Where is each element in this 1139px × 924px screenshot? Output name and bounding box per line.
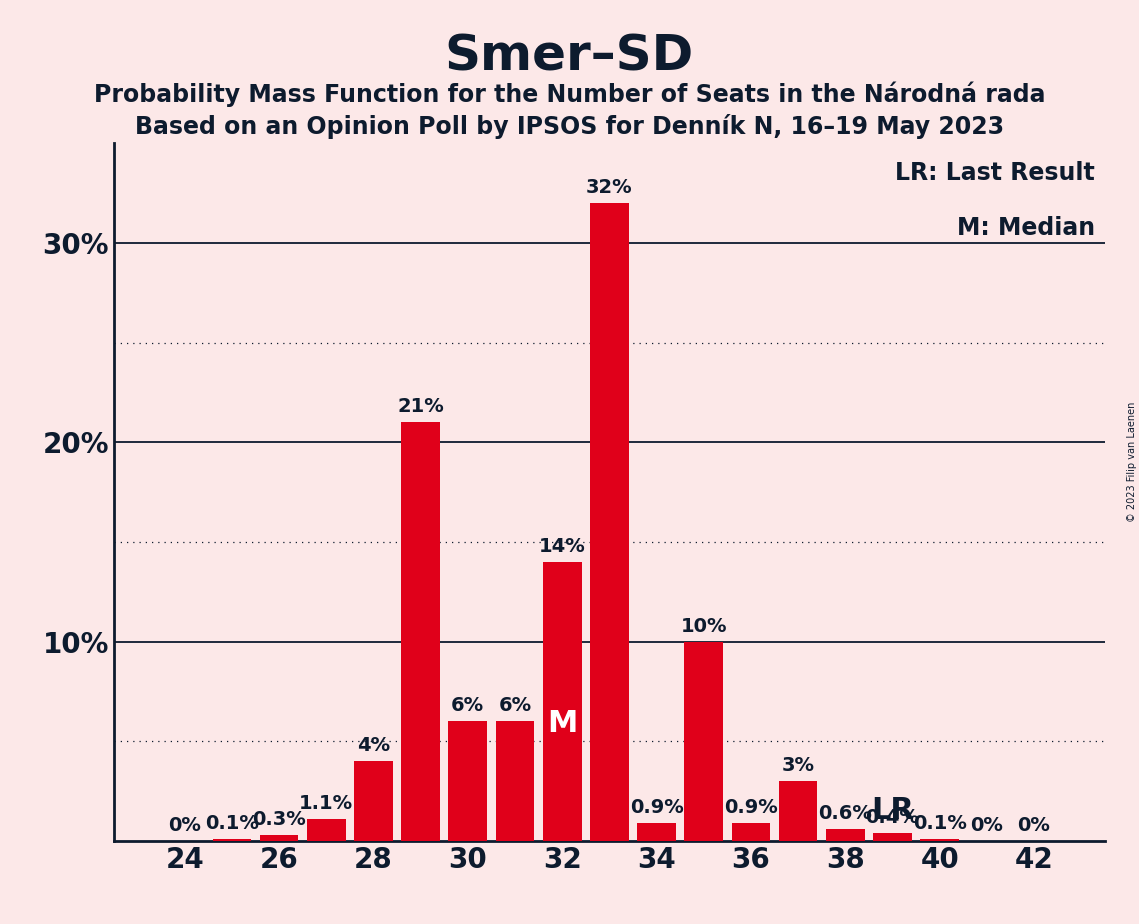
Text: 10%: 10% xyxy=(680,616,727,636)
Text: 0.6%: 0.6% xyxy=(818,804,872,823)
Text: 4%: 4% xyxy=(357,736,390,755)
Text: Smer–SD: Smer–SD xyxy=(445,32,694,80)
Text: 1.1%: 1.1% xyxy=(300,794,353,813)
Text: 0.3%: 0.3% xyxy=(252,809,306,829)
Bar xyxy=(685,641,723,841)
Text: 0%: 0% xyxy=(970,816,1003,835)
Bar xyxy=(401,422,440,841)
Text: 0.9%: 0.9% xyxy=(724,798,778,817)
Text: LR: Last Result: LR: Last Result xyxy=(895,161,1095,185)
Text: 32%: 32% xyxy=(587,178,632,197)
Bar xyxy=(306,819,345,841)
Text: M: Median: M: Median xyxy=(957,216,1095,240)
Bar xyxy=(874,833,912,841)
Text: 0.9%: 0.9% xyxy=(630,798,683,817)
Bar xyxy=(826,829,865,841)
Bar xyxy=(449,722,487,841)
Bar xyxy=(590,203,629,841)
Text: Probability Mass Function for the Number of Seats in the Národná rada: Probability Mass Function for the Number… xyxy=(93,81,1046,107)
Bar xyxy=(920,839,959,841)
Bar xyxy=(779,781,818,841)
Bar xyxy=(213,839,252,841)
Bar xyxy=(637,823,675,841)
Bar xyxy=(495,722,534,841)
Text: 0.1%: 0.1% xyxy=(205,814,259,833)
Text: 21%: 21% xyxy=(398,397,444,417)
Text: LR: LR xyxy=(871,796,915,825)
Bar xyxy=(354,761,393,841)
Bar xyxy=(543,562,582,841)
Text: 0.1%: 0.1% xyxy=(912,814,967,833)
Text: 3%: 3% xyxy=(781,756,814,775)
Text: 0%: 0% xyxy=(169,816,202,835)
Bar xyxy=(260,835,298,841)
Text: M: M xyxy=(547,709,577,738)
Text: 14%: 14% xyxy=(539,537,585,556)
Text: 0.4%: 0.4% xyxy=(866,808,919,827)
Text: 0%: 0% xyxy=(1017,816,1050,835)
Text: Based on an Opinion Poll by IPSOS for Denník N, 16–19 May 2023: Based on an Opinion Poll by IPSOS for De… xyxy=(134,114,1005,139)
Bar xyxy=(731,823,770,841)
Text: © 2023 Filip van Laenen: © 2023 Filip van Laenen xyxy=(1126,402,1137,522)
Text: 6%: 6% xyxy=(499,697,532,715)
Text: 6%: 6% xyxy=(451,697,484,715)
